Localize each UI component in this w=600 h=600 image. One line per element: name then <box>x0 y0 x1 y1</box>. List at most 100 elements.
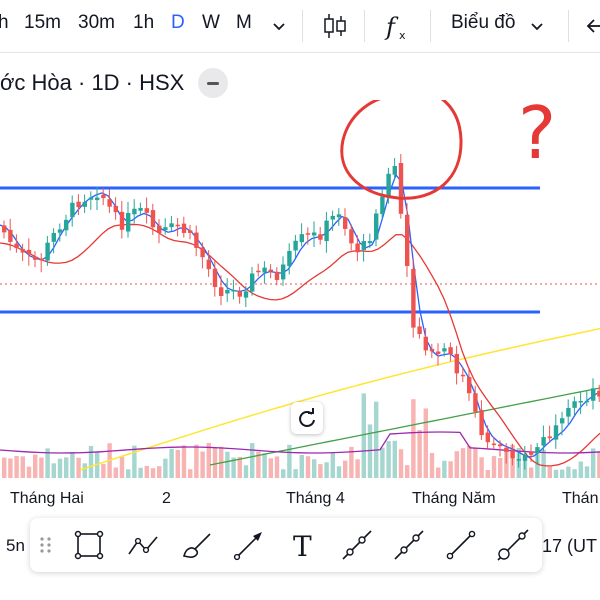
timeframe-h[interactable]: h <box>0 12 9 33</box>
chevron-down-icon[interactable] <box>528 8 546 44</box>
arrow-icon[interactable] <box>232 528 266 562</box>
candle-body <box>132 208 137 215</box>
candle-body <box>491 443 497 446</box>
bottom-bar <box>0 578 600 600</box>
volume-bar <box>163 458 168 478</box>
question-mark-annotation: ? <box>518 100 556 175</box>
volume-bar <box>553 469 559 478</box>
timeframe-1h[interactable]: 1h <box>133 12 155 33</box>
timeframe-30m[interactable]: 30m <box>78 12 115 33</box>
candle-body <box>219 287 224 297</box>
ma-mid-line <box>0 223 600 467</box>
volume-bar <box>324 462 329 478</box>
ray-icon[interactable] <box>340 528 374 562</box>
candle-body <box>553 425 559 440</box>
volume-bar <box>485 469 490 478</box>
candle-body <box>243 291 249 298</box>
candle-body <box>535 447 540 454</box>
volume-bar <box>411 399 416 478</box>
svg-text:f: f <box>384 13 399 41</box>
volume-bar <box>250 443 255 478</box>
candle-body <box>367 241 373 244</box>
reset-icon <box>299 408 315 427</box>
candle-body <box>516 459 521 461</box>
candle-body <box>560 418 565 424</box>
candle-body <box>361 241 366 251</box>
circle-annotation <box>340 100 463 200</box>
candle-body <box>39 258 44 261</box>
timeframe-15m[interactable]: 15m <box>24 12 61 33</box>
candle-body <box>318 234 323 240</box>
candle-body <box>194 232 199 248</box>
back-arrow-icon[interactable] <box>584 8 600 44</box>
candle-body <box>88 197 94 200</box>
collapse-legend-button[interactable] <box>198 68 228 98</box>
candle-body <box>572 401 577 408</box>
candle-body <box>405 214 410 267</box>
volume-bar <box>479 457 484 478</box>
rectangle-icon[interactable] <box>72 528 106 562</box>
candle-body <box>231 289 236 292</box>
candle-body <box>188 230 193 233</box>
candle-body <box>281 264 286 280</box>
volume-bar <box>566 466 571 478</box>
bottom-right-label: 17 (UT <box>542 536 598 556</box>
volume-bar <box>157 466 162 478</box>
candle-body <box>113 205 118 213</box>
candle-body <box>429 348 435 352</box>
volume-bar <box>274 456 280 478</box>
toolbar-divider <box>364 10 365 42</box>
candle-body <box>324 220 329 242</box>
volume-bar <box>312 459 317 478</box>
price-chart[interactable]: ? <box>0 100 600 482</box>
volume-bar <box>572 469 577 478</box>
drag-handle-icon[interactable] <box>36 528 56 562</box>
candle-body <box>119 211 125 230</box>
line-icon[interactable] <box>444 528 478 562</box>
candle-body <box>584 400 590 403</box>
svg-text:x: x <box>399 29 406 42</box>
volume-bar <box>448 461 453 478</box>
candle-body <box>485 432 490 443</box>
volume-bar <box>454 451 459 478</box>
candle-body <box>82 201 87 207</box>
chevron-down-icon[interactable] <box>270 8 288 44</box>
volume-bar <box>578 461 583 478</box>
candle-body <box>33 256 38 260</box>
function-icon[interactable]: f x <box>384 8 414 44</box>
volume-bar <box>181 445 187 478</box>
candle-body <box>14 243 19 249</box>
candle-body <box>268 269 273 272</box>
volume-bar <box>175 449 180 478</box>
volume-bar <box>281 469 286 478</box>
volume-bar <box>535 452 540 478</box>
bottom-left-label: 5n <box>6 536 25 555</box>
candles-icon[interactable] <box>320 8 350 44</box>
trend-line-icon[interactable] <box>392 528 426 562</box>
timeframe-w[interactable]: W <box>202 12 220 33</box>
candle-body <box>206 259 211 270</box>
text-icon[interactable]: T <box>286 528 320 562</box>
candle-body <box>26 249 32 254</box>
volume-bar <box>113 467 118 478</box>
timeframe-m[interactable]: M <box>236 12 252 33</box>
volume-bar <box>355 459 360 478</box>
toolbar-divider <box>568 10 569 42</box>
candle-body <box>51 232 56 242</box>
candle-body <box>101 194 106 199</box>
chart-type-button[interactable]: Biểu đồ <box>451 12 516 33</box>
candle-body <box>293 240 298 251</box>
toolbar-divider <box>302 10 303 42</box>
path-icon[interactable] <box>126 528 160 562</box>
volume-bar <box>194 444 199 478</box>
reset-chart-button[interactable] <box>291 402 323 434</box>
volume-bar <box>547 466 552 478</box>
candle-body <box>479 410 484 436</box>
brush-icon[interactable] <box>180 528 214 562</box>
candle-body <box>262 267 267 273</box>
timeframe-d[interactable]: D <box>171 12 185 33</box>
candle-body <box>287 250 292 266</box>
volume-bar <box>349 446 354 478</box>
extended-line-icon[interactable] <box>496 528 530 562</box>
candle-body <box>299 234 304 243</box>
